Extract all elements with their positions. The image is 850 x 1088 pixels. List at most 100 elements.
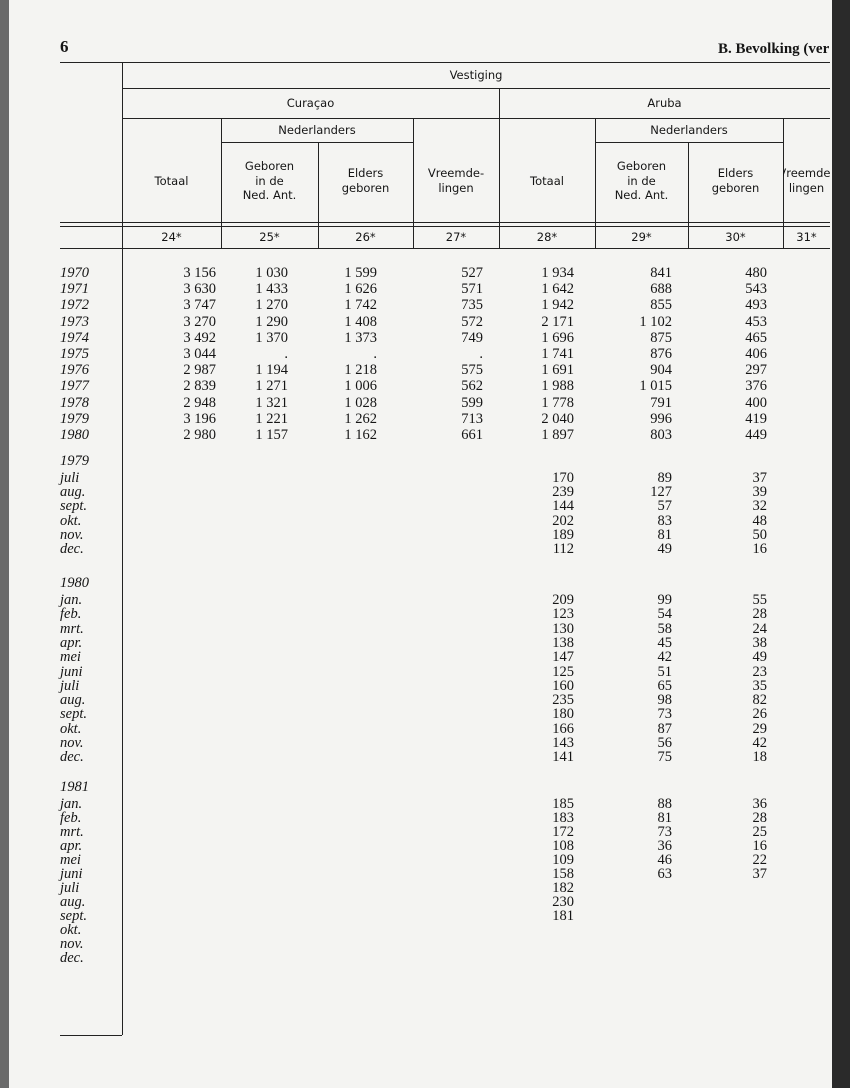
cell: 88 — [657, 796, 673, 812]
rule — [60, 222, 830, 223]
region-header: Aruba — [647, 95, 682, 110]
cell: 112 — [552, 541, 574, 557]
cell: 49 — [752, 649, 768, 666]
cell: 83 — [657, 512, 673, 529]
cell: 1 271 — [255, 378, 288, 395]
cell: 42 — [657, 649, 673, 666]
row-label: juni — [60, 866, 83, 882]
cell: 54 — [657, 606, 673, 623]
cell: 1 897 — [541, 427, 574, 443]
cell: 1 642 — [541, 281, 574, 298]
row-label: nov. — [60, 526, 84, 543]
rule — [595, 142, 783, 143]
rule — [318, 142, 319, 248]
row-label: okt. — [60, 922, 82, 938]
rule — [60, 248, 830, 249]
cell: 449 — [745, 427, 767, 443]
cell: 130 — [552, 620, 574, 637]
row-label: mei — [60, 852, 81, 868]
cell: 16 — [752, 541, 768, 557]
cell: 49 — [657, 541, 673, 557]
cell: 29 — [752, 720, 768, 737]
cell: 1 015 — [639, 378, 672, 395]
cell: 2 839 — [183, 378, 216, 395]
cell: 575 — [461, 362, 483, 379]
cell: 108 — [552, 838, 574, 854]
cell: 23 — [752, 663, 768, 680]
row-label: 1976 — [60, 362, 89, 379]
row-label: apr. — [60, 634, 83, 651]
row-label: 1974 — [60, 329, 89, 346]
cell: 297 — [745, 362, 767, 379]
row-label: okt. — [60, 512, 82, 529]
row-label: apr. — [60, 838, 83, 854]
cell: 2 171 — [541, 313, 574, 330]
cell: 38 — [752, 634, 768, 651]
cell: 144 — [552, 498, 574, 515]
column-number: 27* — [445, 229, 467, 244]
cell: 3 747 — [183, 297, 216, 314]
cell: 875 — [650, 329, 672, 346]
cell: 419 — [745, 410, 767, 427]
cell: 406 — [745, 346, 767, 362]
cell: 81 — [657, 810, 673, 826]
cell: 996 — [650, 410, 672, 427]
row-label: aug. — [60, 894, 86, 910]
cell: 109 — [552, 852, 574, 868]
cell: 35 — [752, 677, 768, 694]
column-number: 30* — [725, 229, 746, 244]
cell: 400 — [745, 394, 767, 411]
row-label: dec. — [60, 749, 84, 766]
section-label: 1981 — [60, 779, 89, 795]
region-header: Curaçao — [286, 95, 335, 110]
cell: 749 — [461, 329, 483, 346]
cell: 143 — [552, 735, 574, 751]
cell: 89 — [657, 470, 673, 486]
cell: 123 — [552, 606, 574, 623]
row-label: juli — [60, 470, 80, 486]
cell: 1 433 — [255, 281, 288, 298]
cell: 55 — [752, 592, 768, 608]
cell: 3 044 — [183, 346, 216, 362]
cell: 661 — [461, 427, 483, 443]
cell: 493 — [745, 297, 767, 314]
cell: 25 — [752, 824, 768, 840]
cell: 2 980 — [183, 427, 216, 443]
cell: 16 — [752, 838, 768, 854]
cell: 3 630 — [183, 281, 216, 298]
cell: 239 — [552, 484, 574, 501]
cell: 713 — [461, 410, 483, 427]
cell: 1 934 — [541, 265, 574, 281]
row-label: okt. — [60, 720, 82, 737]
cell: 73 — [657, 824, 673, 840]
row-label: mei — [60, 649, 81, 666]
cell: 56 — [657, 735, 673, 751]
cell: 50 — [752, 526, 768, 543]
cell: 36 — [657, 838, 673, 854]
cell: 1 778 — [541, 394, 574, 411]
row-label: jan. — [60, 796, 83, 812]
cell: 1 988 — [541, 378, 574, 395]
cell: 453 — [745, 313, 767, 330]
cell: 376 — [745, 378, 767, 395]
cell: 1 691 — [541, 362, 574, 379]
cell: 1 370 — [255, 329, 288, 346]
cell: 202 — [552, 512, 574, 529]
row-label: sept. — [60, 498, 87, 515]
row-label: 1979 — [60, 410, 89, 427]
rule — [221, 142, 413, 143]
cell: 1 102 — [639, 313, 672, 330]
section-label: 1979 — [60, 453, 89, 469]
cell: 160 — [552, 677, 574, 694]
page-number: 6 — [60, 37, 69, 56]
rule — [122, 62, 123, 1035]
column-header: Geboren in de Ned. Ant. — [614, 158, 669, 203]
cell: 87 — [657, 720, 673, 737]
column-header: Totaal — [154, 173, 189, 188]
row-label: 1971 — [60, 281, 89, 298]
cell: 22 — [752, 852, 768, 868]
cell: 1 006 — [344, 378, 377, 395]
cell: 803 — [650, 427, 672, 443]
cell: 37 — [752, 866, 768, 882]
cell: . — [373, 346, 377, 362]
